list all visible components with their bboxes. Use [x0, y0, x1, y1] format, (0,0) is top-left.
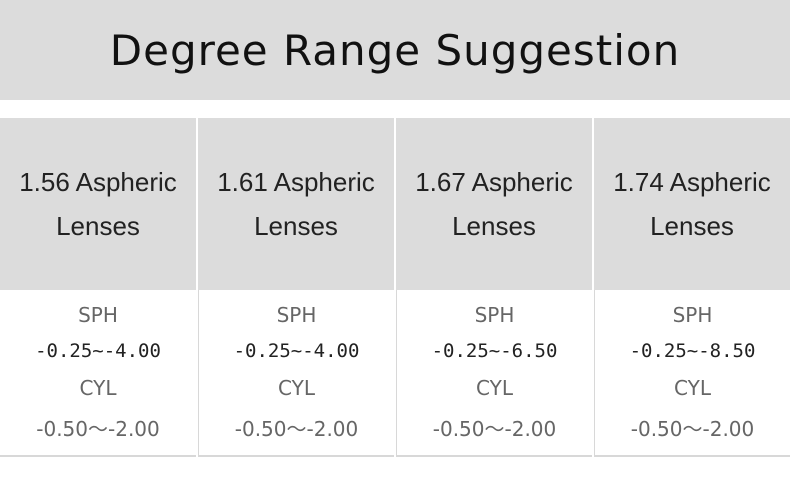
title: Degree Range Suggestion	[0, 0, 790, 100]
range-value: -0.50～-2.00	[630, 416, 755, 441]
column-header: 1.67 Aspheric Lenses	[396, 118, 592, 290]
range-label: CYL	[476, 375, 513, 400]
range-value: -0.25~-6.50	[431, 340, 558, 363]
range-value: -0.25~-4.00	[35, 340, 161, 363]
column: 1.67 Aspheric Lenses SPH -0.25~-6.50 CYL -0.…	[396, 118, 592, 457]
range-label: SPH	[78, 303, 118, 328]
range-label: CYL	[278, 375, 315, 400]
column-body: SPH -0.25~-8.50 CYL -0.50～-2.00	[594, 290, 790, 457]
range-value: -0.25~-4.00	[233, 340, 360, 363]
range-label: CYL	[674, 375, 711, 400]
column-body: SPH -0.25~-6.50 CYL -0.50～-2.00	[396, 290, 592, 457]
range-value: -0.50～-2.00	[432, 416, 557, 441]
range-value: -0.50～-2.00	[36, 416, 160, 441]
column-body: SPH -0.25~-4.00 CYL -0.50～-2.00	[0, 290, 196, 457]
range-value: -0.25~-8.50	[629, 340, 756, 363]
range-label: SPH	[474, 303, 515, 328]
column-body: SPH -0.25~-4.00 CYL -0.50～-2.00	[198, 290, 394, 457]
column: 1.74 Aspheric Lenses SPH -0.25~-8.50 CYL -0.…	[594, 118, 790, 457]
range-value: -0.50～-2.00	[234, 416, 359, 441]
column: 1.56 Aspheric Lenses SPH -0.25~-4.00 CYL -0.…	[0, 118, 196, 457]
table: 1.56 Aspheric Lenses SPH -0.25~-4.00 CYL -0.…	[0, 118, 790, 457]
range-label: SPH	[276, 303, 317, 328]
range-label: SPH	[672, 303, 713, 328]
column-header: 1.61 Aspheric Lenses	[198, 118, 394, 290]
column-header: 1.74 Aspheric Lenses	[594, 118, 790, 290]
column: 1.61 Aspheric Lenses SPH -0.25~-4.00 CYL -0.…	[198, 118, 394, 457]
column-header: 1.56 Aspheric Lenses	[0, 118, 196, 290]
range-label: CYL	[79, 375, 117, 400]
